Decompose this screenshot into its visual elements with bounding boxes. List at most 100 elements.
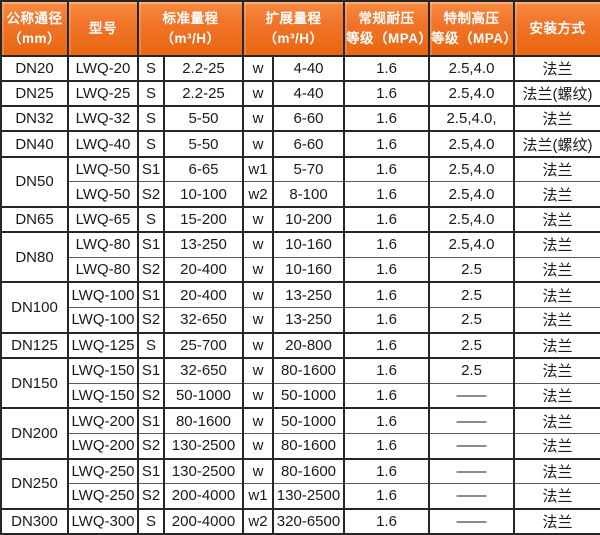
- spec-table-body: DN20 LWQ-20 S 2.2-25 w 4-40 1.6 2.5,4.0 法兰 DN25 LW…: [0, 54, 600, 535]
- ext-range-cell: 10-160: [272, 231, 345, 258]
- std-symbol-cell: S2: [137, 256, 165, 284]
- table-row: LWQ-80 S2 20-400 w 10-160 1.6 2.5 法兰: [1, 256, 600, 284]
- table-row: LWQ-150 S2 50-1000 w 50-1000 1.6 —— 法兰: [1, 382, 600, 410]
- model-cell: LWQ-200: [67, 432, 139, 460]
- model-cell: LWQ-100: [67, 281, 139, 309]
- ext-symbol-cell: w: [242, 382, 274, 410]
- install-method-cell: 法兰: [513, 231, 600, 258]
- ext-symbol-cell: w: [242, 307, 274, 334]
- model-cell: LWQ-250: [67, 483, 139, 510]
- model-cell: LWQ-50: [67, 181, 139, 208]
- high-pressure-rating-cell: 2.5,4.0: [428, 155, 515, 183]
- pressure-rating-cell: 1.6: [343, 382, 430, 410]
- std-symbol-cell: S: [137, 54, 165, 83]
- spec-table-header: 公称通径 （mm） 型号 标准量程 （m³/H） 扩展量程 （m³/H） 常规耐…: [0, 0, 600, 57]
- ext-range-cell: 20-800: [272, 331, 345, 359]
- table-row: DN250 LWQ-250 S1 130-2500 w 80-1600 1.6 —— 法兰: [0, 457, 600, 510]
- pressure-rating-cell: 1.6: [343, 331, 430, 359]
- install-method-cell: 法兰: [513, 407, 600, 434]
- ext-range-cell: 10-200: [272, 205, 345, 234]
- pressure-rating-cell: 1.6: [343, 407, 430, 434]
- model-cell: LWQ-50: [67, 155, 139, 183]
- table-row: LWQ-100 S2 32-650 w 13-250 1.6 2.5 法兰: [1, 307, 600, 334]
- model-cell: LWQ-100: [67, 307, 139, 334]
- std-symbol-cell: S1: [137, 231, 165, 258]
- std-range-cell: 80-1600: [163, 407, 244, 434]
- ext-symbol-cell: w: [242, 457, 274, 485]
- model-cell: LWQ-80: [67, 256, 139, 284]
- pressure-rating-cell: 1.6: [343, 281, 430, 309]
- table-row: DN100 LWQ-100 S1 20-400 w 13-250 1.6 2.5 法兰: [0, 281, 600, 334]
- install-method-cell: 法兰: [513, 356, 600, 384]
- install-method-cell: 法兰: [513, 457, 600, 485]
- pressure-rating-cell: 1.6: [343, 483, 430, 510]
- nominal-diameter-cell: DN80: [0, 231, 69, 283]
- high-pressure-rating-cell: 2.5: [428, 356, 515, 384]
- table-row: LWQ-200 S2 130-2500 w 80-1600 1.6 —— 法兰: [1, 432, 600, 460]
- ext-range-cell: 80-1600: [272, 457, 345, 485]
- table-row: DN80 LWQ-80 S1 13-250 w 10-160 1.6 2.5,4.0 法兰: [0, 231, 600, 283]
- ext-symbol-cell: w: [242, 80, 274, 108]
- pressure-rating-cell: 1.6: [343, 457, 430, 485]
- install-method-cell: 法兰: [513, 256, 600, 284]
- std-range-cell: 20-400: [163, 281, 244, 309]
- ext-symbol-cell: w: [242, 130, 274, 158]
- high-pressure-rating-cell: 2.5,4.0: [428, 231, 515, 258]
- ext-range-cell: 50-1000: [272, 407, 345, 434]
- pressure-rating-cell: 1.6: [343, 105, 430, 133]
- ext-symbol-cell: w: [242, 331, 274, 359]
- model-cell: LWQ-125: [67, 331, 139, 359]
- ext-range-cell: 10-160: [272, 256, 345, 284]
- std-symbol-cell: S1: [137, 457, 165, 485]
- ext-symbol-cell: w: [242, 407, 274, 434]
- ext-symbol-cell: w1: [242, 155, 274, 183]
- header-model: 型号: [67, 0, 139, 57]
- nominal-diameter-cell: DN150: [0, 356, 69, 409]
- install-method-cell: 法兰: [513, 507, 600, 535]
- table-row: DN65 LWQ-65 S 15-200 w 10-200 1.6 2.5,4.0 法兰: [0, 205, 600, 234]
- nominal-diameter-cell: DN20: [0, 54, 69, 83]
- ext-range-cell: 6-60: [272, 105, 345, 133]
- ext-range-cell: 13-250: [272, 281, 345, 309]
- ext-range-cell: 80-1600: [272, 356, 345, 384]
- std-range-cell: 2.2-25: [163, 54, 244, 83]
- header-nominal-diameter: 公称通径 （mm）: [0, 0, 69, 57]
- high-pressure-rating-cell: 2.5: [428, 307, 515, 334]
- pressure-rating-cell: 1.6: [343, 181, 430, 208]
- install-method-cell: 法兰: [513, 181, 600, 208]
- high-pressure-rating-cell: ——: [428, 507, 515, 535]
- ext-symbol-cell: w: [242, 231, 274, 258]
- header-install-method: 安装方式: [513, 0, 600, 57]
- high-pressure-rating-cell: 2.5: [428, 281, 515, 309]
- nominal-diameter-cell: DN65: [0, 205, 69, 234]
- high-pressure-rating-cell: ——: [428, 432, 515, 460]
- std-symbol-cell: S1: [137, 281, 165, 309]
- std-range-cell: 130-2500: [163, 457, 244, 485]
- pressure-rating-cell: 1.6: [343, 231, 430, 258]
- ext-symbol-cell: w: [242, 281, 274, 309]
- std-symbol-cell: S: [137, 331, 165, 359]
- model-cell: LWQ-32: [67, 105, 139, 133]
- ext-range-cell: 8-100: [272, 181, 345, 208]
- pressure-rating-cell: 1.6: [343, 307, 430, 334]
- pressure-rating-cell: 1.6: [343, 256, 430, 284]
- ext-range-cell: 6-60: [272, 130, 345, 158]
- high-pressure-rating-cell: ——: [428, 483, 515, 510]
- ext-symbol-cell: w: [242, 105, 274, 133]
- std-range-cell: 13-250: [163, 231, 244, 258]
- header-row: 公称通径 （mm） 型号 标准量程 （m³/H） 扩展量程 （m³/H） 常规耐…: [0, 0, 600, 57]
- std-range-cell: 5-50: [163, 105, 244, 133]
- std-symbol-cell: S2: [137, 181, 165, 208]
- ext-range-cell: 13-250: [272, 307, 345, 334]
- model-cell: LWQ-40: [67, 130, 139, 158]
- install-method-cell: 法兰(螺纹): [513, 80, 600, 108]
- pressure-rating-cell: 1.6: [343, 80, 430, 108]
- nominal-diameter-cell: DN25: [0, 80, 69, 108]
- nominal-diameter-cell: DN100: [0, 281, 69, 334]
- header-extended-range: 扩展量程 （m³/H）: [242, 0, 345, 57]
- table-row: DN200 LWQ-200 S1 80-1600 w 50-1000 1.6 —— 法兰: [0, 407, 600, 460]
- pressure-rating-cell: 1.6: [343, 54, 430, 83]
- nominal-diameter-cell: DN40: [0, 130, 69, 158]
- high-pressure-rating-cell: 2.5: [428, 331, 515, 359]
